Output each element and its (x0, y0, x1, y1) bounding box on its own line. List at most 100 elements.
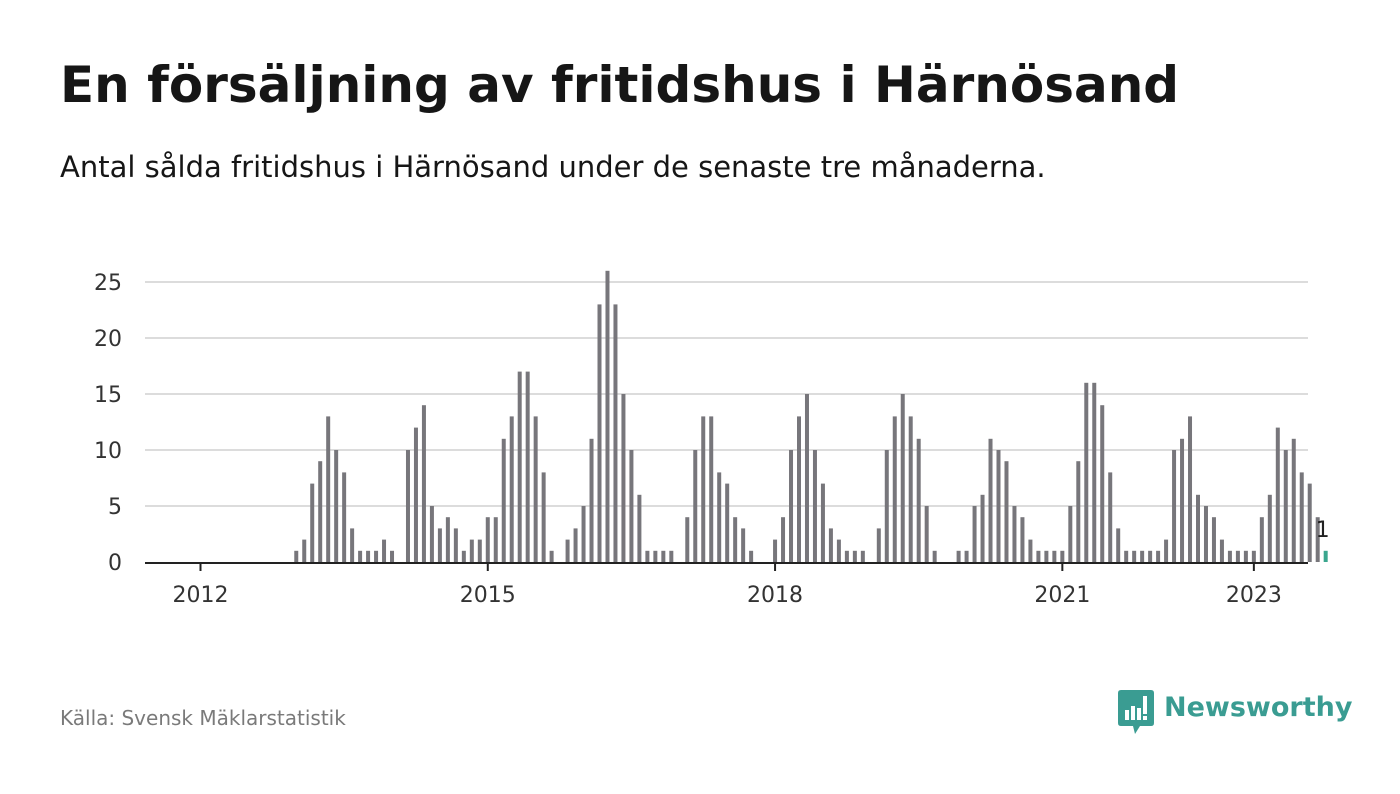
bar (717, 472, 722, 562)
bar (565, 539, 570, 562)
bar (645, 550, 650, 562)
bar (964, 550, 969, 562)
chart-title: En försäljning av fritidshus i Härnösand (60, 56, 1180, 114)
bar (533, 416, 538, 562)
bar (501, 438, 506, 562)
bar (1180, 438, 1185, 562)
bar (1084, 382, 1089, 562)
y-axis-tick-labels: 0 5 10 15 20 25 (94, 271, 122, 576)
bar (1156, 550, 1161, 562)
bar (1060, 550, 1065, 562)
bar (1052, 550, 1057, 562)
chart-subtitle: Antal sålda fritidshus i Härnösand under… (60, 150, 1046, 184)
bar (1140, 550, 1145, 562)
bar (1227, 550, 1232, 562)
bar (1188, 416, 1193, 562)
y-tick-label: 25 (94, 271, 122, 296)
bar (1315, 517, 1320, 562)
bar (477, 539, 482, 562)
bar (876, 528, 881, 562)
bar (741, 528, 746, 562)
bar (749, 550, 754, 562)
bar (661, 550, 666, 562)
bar (469, 539, 474, 562)
bar (318, 461, 323, 562)
bar (302, 539, 307, 562)
bar (485, 517, 490, 562)
bar (1164, 539, 1169, 562)
bar (701, 416, 706, 562)
bar (693, 450, 698, 562)
bar (812, 450, 817, 562)
bar (1267, 494, 1272, 562)
bar (374, 550, 379, 562)
bar (1028, 539, 1033, 562)
bar (1076, 461, 1081, 562)
x-axis-ticks: 2012 2015 2018 2021 2023 (173, 563, 1282, 608)
bar (1299, 472, 1304, 562)
highlight-value-label: 1 (1316, 518, 1330, 543)
brand-name: Newsworthy (1164, 692, 1353, 723)
bar (908, 416, 913, 562)
bar (852, 550, 857, 562)
bar (1100, 405, 1105, 562)
bar (549, 550, 554, 562)
bar (573, 528, 578, 562)
bar (1068, 506, 1073, 562)
y-tick-label: 10 (94, 439, 122, 464)
bar (541, 472, 546, 562)
bar (1116, 528, 1121, 562)
bar (429, 506, 434, 562)
bar (1148, 550, 1153, 562)
bars (294, 270, 1328, 562)
bar (892, 416, 897, 562)
bar-chart: 0 5 10 15 20 25 2012 2015 2018 2021 2023 1 (94, 270, 1330, 608)
bar (1004, 461, 1009, 562)
bar (1219, 539, 1224, 562)
bar (493, 517, 498, 562)
y-tick-label: 20 (94, 327, 122, 352)
brand-logo-group[interactable]: Newsworthy (1118, 690, 1352, 736)
bar (653, 550, 658, 562)
bar (1203, 506, 1208, 562)
bar (1251, 550, 1256, 562)
y-tick-label: 0 (108, 551, 122, 576)
bar (916, 438, 921, 562)
y-tick-label: 15 (94, 383, 122, 408)
bar (605, 270, 610, 562)
bar (781, 517, 786, 562)
x-tick-label: 2021 (1034, 583, 1090, 608)
bar (996, 450, 1001, 562)
bar (924, 506, 929, 562)
bar (1020, 517, 1025, 562)
bar (581, 506, 586, 562)
bar (453, 528, 458, 562)
bar (1211, 517, 1216, 562)
bar (525, 371, 530, 562)
bar (709, 416, 714, 562)
y-tick-label: 5 (108, 495, 122, 520)
bar (1196, 494, 1200, 562)
bar (1036, 550, 1041, 562)
bar (972, 506, 977, 562)
bar (669, 550, 674, 562)
bar (1243, 550, 1248, 562)
bar (804, 394, 809, 562)
bar (988, 438, 993, 562)
bar (413, 427, 418, 562)
bar (350, 528, 355, 562)
bar (773, 539, 778, 562)
bar (884, 450, 889, 562)
bar (310, 483, 315, 562)
bar (509, 416, 514, 562)
bar (820, 483, 825, 562)
bar (1291, 438, 1296, 562)
bar (733, 517, 738, 562)
bar (382, 539, 387, 562)
bar (1044, 550, 1049, 562)
x-tick-label: 2023 (1226, 583, 1282, 608)
bar (421, 405, 426, 562)
bar (1259, 517, 1264, 562)
bar (685, 517, 690, 562)
bar (1275, 427, 1280, 562)
